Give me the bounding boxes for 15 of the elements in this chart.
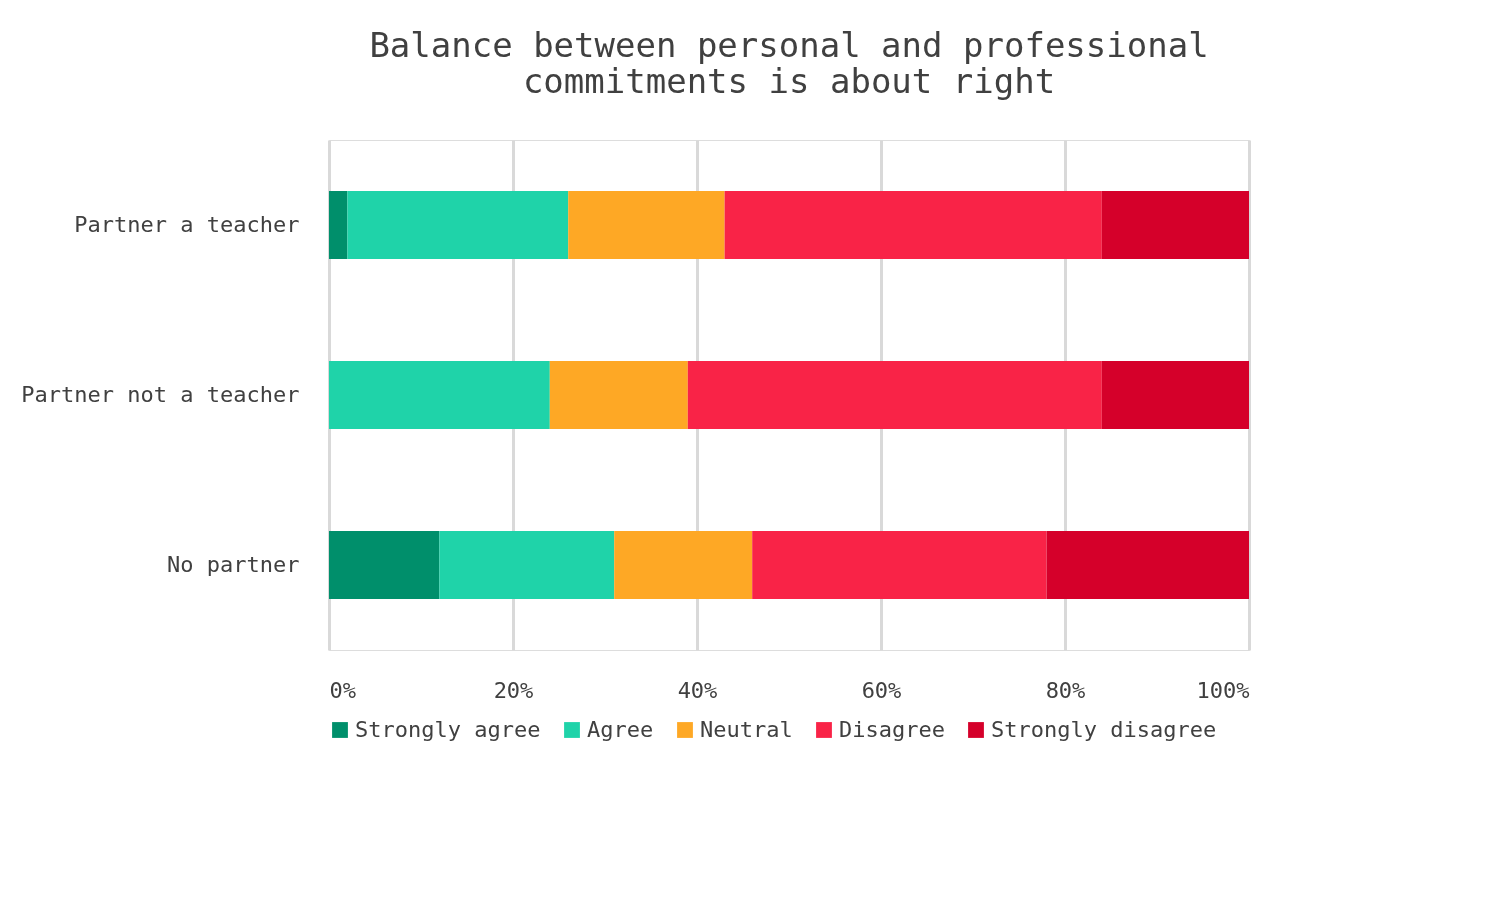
chart-title: Balance between personal and professional commitments is about right [369, 25, 1209, 101]
x-tick-label: 60% [861, 677, 902, 703]
x-tick-label: 100% [1196, 677, 1250, 703]
legend-label: Strongly disagree [991, 717, 1217, 742]
legend-label: Strongly agree [355, 717, 541, 742]
x-tick-label: 40% [677, 677, 718, 703]
y-tick-label: Partner not a teacher [21, 382, 300, 407]
legend-label: Disagree [839, 717, 945, 742]
x-tick-label: 0% [329, 677, 356, 703]
x-tick-label: 20% [493, 677, 534, 703]
y-tick-label: No partner [167, 552, 300, 577]
y-tick-label: Partner a teacher [74, 212, 300, 237]
x-tick-label: 80% [1045, 677, 1086, 703]
legend-label: Agree [587, 717, 654, 742]
legend-label: Neutral [700, 717, 793, 742]
